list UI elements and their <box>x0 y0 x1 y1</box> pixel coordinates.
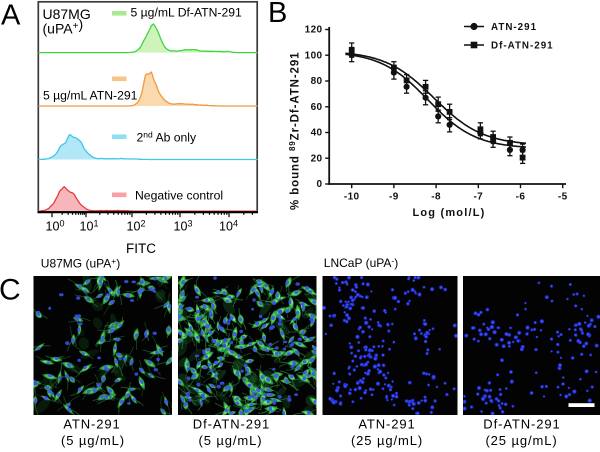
svg-text:B: B <box>268 0 287 29</box>
svg-text:102: 102 <box>127 219 146 234</box>
svg-text:A: A <box>1 0 21 32</box>
svg-text:ATN-291: ATN-291 <box>63 417 120 432</box>
svg-text:101: 101 <box>80 219 99 234</box>
svg-text:(5 µg/mL): (5 µg/mL) <box>199 433 263 448</box>
svg-text:(5 µg/mL): (5 µg/mL) <box>61 433 125 448</box>
svg-text:103: 103 <box>174 219 193 234</box>
svg-text:(25 µg/mL): (25 µg/mL) <box>351 433 423 448</box>
svg-text:60: 60 <box>311 102 323 113</box>
svg-text:20: 20 <box>311 153 323 164</box>
svg-text:Df-ATN-291: Df-ATN-291 <box>483 417 560 432</box>
svg-text:5 µg/mL ATN-291: 5 µg/mL ATN-291 <box>43 89 138 103</box>
svg-text:80: 80 <box>311 76 323 87</box>
svg-text:100: 100 <box>305 51 323 62</box>
svg-text:-7: -7 <box>473 192 483 203</box>
svg-text:104: 104 <box>219 219 238 234</box>
svg-text:-10: -10 <box>344 192 360 203</box>
svg-text:U87MG: U87MG <box>43 6 91 22</box>
svg-text:Df-ATN-291: Df-ATN-291 <box>491 41 554 52</box>
svg-text:Log (mol/L): Log (mol/L) <box>412 207 485 219</box>
svg-text:LNCaP (uPA-): LNCaP (uPA-) <box>324 256 398 271</box>
svg-text:U87MG (uPA+): U87MG (uPA+) <box>41 256 120 271</box>
svg-text:Negative control: Negative control <box>135 189 223 203</box>
svg-text:% bound 89Zr-Df-ATN-291: % bound 89Zr-Df-ATN-291 <box>288 52 301 210</box>
svg-text:C: C <box>0 274 21 307</box>
svg-text:-9: -9 <box>389 192 399 203</box>
svg-text:5 µg/mL Df-ATN-291: 5 µg/mL Df-ATN-291 <box>131 6 243 20</box>
svg-text:-8: -8 <box>431 192 441 203</box>
svg-text:Df-ATN-291: Df-ATN-291 <box>193 417 270 432</box>
svg-text:ATN-291: ATN-291 <box>491 22 537 33</box>
svg-text:FITC: FITC <box>126 241 156 256</box>
svg-text:(25 µg/mL): (25 µg/mL) <box>485 433 557 448</box>
svg-text:2nd Ab only: 2nd Ab only <box>137 130 198 145</box>
svg-text:0: 0 <box>317 179 323 190</box>
svg-text:40: 40 <box>311 128 323 139</box>
svg-text:100: 100 <box>46 219 65 234</box>
svg-text:(uPA+): (uPA+) <box>43 16 84 37</box>
svg-text:-5: -5 <box>558 192 568 203</box>
svg-text:ATN-291: ATN-291 <box>358 417 415 432</box>
svg-text:120: 120 <box>305 25 323 36</box>
svg-text:-6: -6 <box>516 192 526 203</box>
